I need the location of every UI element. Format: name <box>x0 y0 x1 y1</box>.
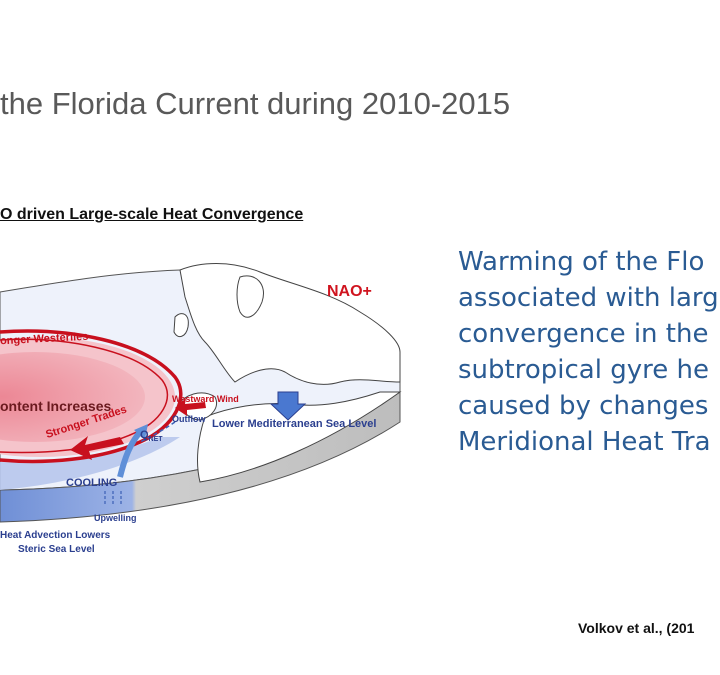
summary-text: Warming of the Flo associated with larg … <box>458 244 720 460</box>
heat-convergence-diagram: NAO+ onger Westerlies ontent Increases W… <box>0 232 410 562</box>
med-sea-label: Lower Mediterranean Sea Level <box>212 418 377 430</box>
diagram-canvas <box>0 263 402 523</box>
med-sea-arrow <box>269 391 307 421</box>
upwelling-label: Upwelling <box>94 513 137 523</box>
westward-wind-label: Westward Wind <box>172 394 239 404</box>
summary-line-2: associated with larg <box>458 283 719 313</box>
gyre-loop-inner <box>0 338 169 454</box>
figure-heading: O driven Large-scale Heat Convergence <box>0 206 304 223</box>
summary-line-1: Warming of the Flo <box>458 247 705 277</box>
summary-line-5: caused by changes <box>458 391 709 421</box>
westward-wind-arrow <box>175 398 206 416</box>
qnet-label: QNET <box>140 429 163 444</box>
slide-title: the Florida Current during 2010-2015 <box>0 86 511 121</box>
outflow-dash <box>139 421 176 443</box>
cooling-label: COOLING <box>66 477 118 489</box>
qnet-symbol: Q <box>140 429 149 441</box>
nao-label: NAO+ <box>327 283 372 300</box>
summary-line-3: convergence in the <box>458 319 709 349</box>
advection-label-line2: Steric Sea Level <box>18 544 95 555</box>
outflow-label: Outflow <box>172 414 206 424</box>
cool-band <box>0 437 180 490</box>
british-isles <box>173 313 189 338</box>
content-label: ontent Increases <box>0 398 112 414</box>
slab-front <box>0 391 401 523</box>
europe-land <box>179 263 401 385</box>
scandinavia <box>236 275 264 318</box>
advection-label-line1: Heat Advection Lowers <box>0 530 111 541</box>
warm-core <box>0 352 145 442</box>
qnet-subscript: NET <box>148 436 163 444</box>
qnet-arrow-head <box>134 424 148 439</box>
summary-line-4: subtropical gyre he <box>458 355 709 385</box>
summary-line-6: Meridional Heat Tra <box>458 427 711 457</box>
citation: Volkov et al., (201 <box>578 620 695 636</box>
trades-arrow <box>70 436 124 460</box>
qnet-arrow <box>117 430 143 478</box>
